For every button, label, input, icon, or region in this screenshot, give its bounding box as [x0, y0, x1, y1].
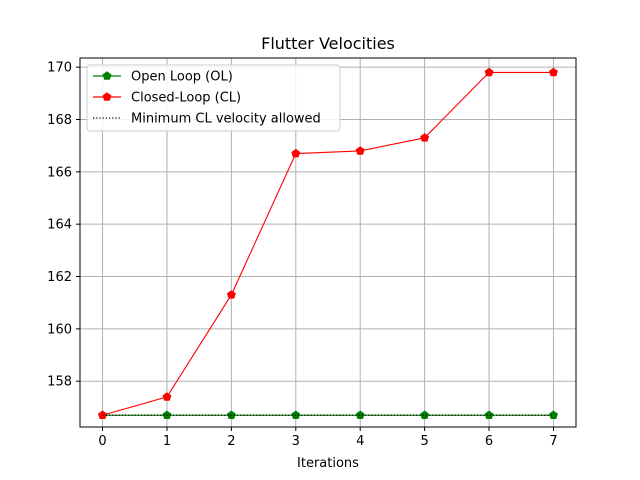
series-0-point	[484, 410, 494, 420]
legend-label: Closed-Loop (CL)	[131, 91, 241, 106]
series-1-point	[162, 392, 172, 401]
x-tick-label: 2	[227, 434, 235, 449]
legend: Open Loop (OL) Closed-Loop (CL) Minimum CL…	[86, 64, 341, 132]
y-tick-label: 166	[47, 165, 72, 180]
y-tick-label: 162	[47, 270, 72, 285]
series-line-1	[102, 71, 554, 416]
series-0-point	[548, 410, 558, 420]
y-tick-label: 168	[47, 113, 72, 128]
series-0-point	[291, 410, 301, 420]
x-tick-label: 6	[485, 434, 493, 449]
plot-frame	[79, 57, 577, 428]
x-axis: 0 1 2 3 4 5 6 7	[98, 427, 558, 449]
y-tick-label: 170	[47, 61, 72, 76]
series-0-point	[420, 410, 430, 420]
series-0-point	[355, 410, 365, 420]
legend-label: Minimum CL velocity allowed	[131, 112, 321, 127]
x-axis-label: Iterations	[297, 456, 359, 471]
y-tick-label: 164	[47, 218, 72, 233]
x-tick-label: 3	[292, 434, 300, 449]
chart-title: Flutter Velocities	[261, 34, 395, 53]
series-1-point	[548, 67, 558, 77]
series-1-point	[484, 67, 494, 77]
y-tick-label: 158	[47, 375, 72, 390]
series-1-point	[291, 148, 301, 158]
series-1-point	[420, 133, 430, 142]
y-tick-label: 160	[47, 322, 72, 337]
legend-label: Open Loop (OL)	[131, 70, 233, 85]
y-axis: 158 160 162 164 166 168 170	[47, 61, 80, 390]
x-tick-label: 5	[420, 434, 428, 449]
series-1-point	[355, 146, 365, 155]
legend-swatch-marker	[102, 92, 112, 101]
series-1-point	[226, 290, 236, 299]
legend-swatch-marker	[102, 71, 112, 80]
x-tick-label: 7	[549, 434, 557, 449]
legend-box	[86, 64, 341, 132]
x-tick-label: 4	[356, 434, 364, 449]
series-1-point	[98, 410, 108, 420]
x-tick-label: 0	[98, 434, 106, 449]
x-tick-label: 1	[163, 434, 171, 449]
series-layer	[98, 67, 558, 420]
